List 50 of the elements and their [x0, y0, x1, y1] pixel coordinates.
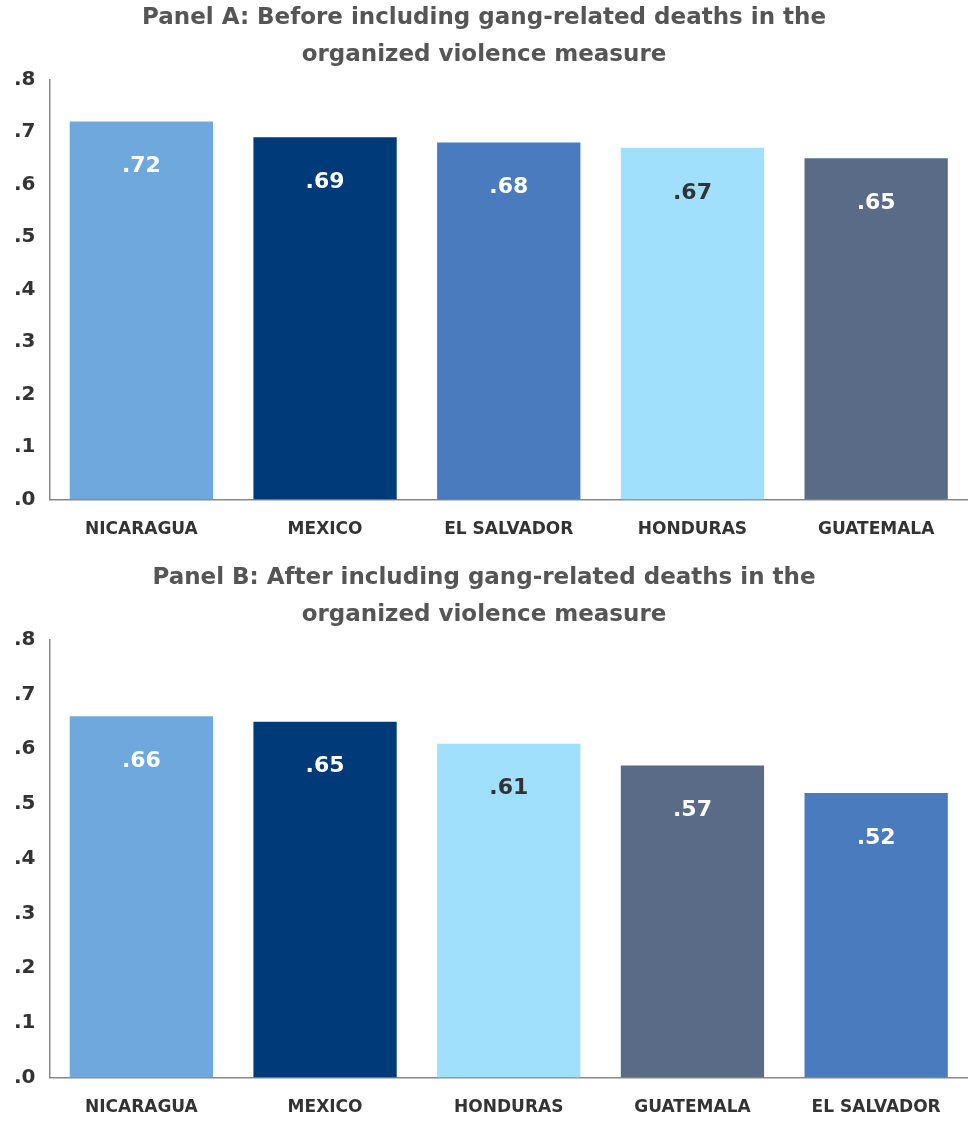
bar [804, 158, 948, 500]
y-tick-label: .8 [14, 625, 36, 650]
data-label: .69 [305, 168, 345, 194]
y-tick-label: .6 [14, 735, 36, 760]
y-tick-label: .8 [14, 65, 36, 90]
y-tick-label: .1 [14, 433, 36, 458]
bar [253, 721, 397, 1078]
bar [437, 142, 581, 500]
bar [620, 765, 765, 1078]
bar [804, 792, 948, 1078]
y-tick-label: .4 [14, 844, 36, 869]
data-label: .66 [121, 746, 161, 772]
data-label: .68 [489, 173, 529, 199]
data-label: .65 [856, 189, 896, 215]
y-tick-label: .2 [14, 954, 36, 979]
bar [253, 137, 397, 500]
y-tick-label: .7 [14, 118, 36, 143]
x-tick-label: EL SALVADOR [444, 518, 574, 539]
y-tick-label: .6 [14, 170, 36, 195]
x-tick-label: HONDURAS [454, 1096, 564, 1117]
x-tick-label: MEXICO [287, 518, 363, 539]
x-tick-label: GUATEMALA [634, 1096, 752, 1117]
x-tick-label: HONDURAS [637, 518, 748, 539]
y-tick-label: .7 [14, 680, 36, 705]
x-tick-label: EL SALVADOR [811, 1096, 941, 1117]
bar [437, 743, 581, 1078]
y-tick-label: .2 [14, 380, 36, 405]
data-label: .52 [856, 823, 896, 849]
data-label: .65 [305, 752, 345, 778]
y-tick-label: .3 [14, 899, 36, 924]
data-label: .72 [121, 152, 161, 178]
x-tick-label: MEXICO [287, 1096, 363, 1117]
chart-title: Panel A: Before including gang-related deaths in the organized violence measure [142, 3, 826, 67]
x-tick-label: GUATEMALA [817, 518, 936, 539]
y-tick-label: .5 [14, 790, 36, 815]
y-tick-label: .0 [14, 485, 36, 510]
data-label: .67 [672, 178, 712, 204]
bar [69, 716, 213, 1078]
y-tick-label: .1 [14, 1009, 36, 1034]
chart-title: Panel B: After including gang-related deaths in the organized violence measure [152, 563, 816, 627]
y-tick-label: .5 [14, 223, 36, 248]
x-tick-label: NICARAGUA [84, 1096, 199, 1117]
bar [620, 147, 765, 500]
bar [69, 121, 213, 500]
y-tick-label: .3 [14, 328, 36, 353]
y-tick-label: .4 [14, 275, 36, 300]
data-label: .61 [489, 774, 529, 800]
data-label: .57 [672, 796, 712, 822]
y-tick-label: .0 [14, 1063, 36, 1088]
x-tick-label: NICARAGUA [84, 518, 199, 539]
